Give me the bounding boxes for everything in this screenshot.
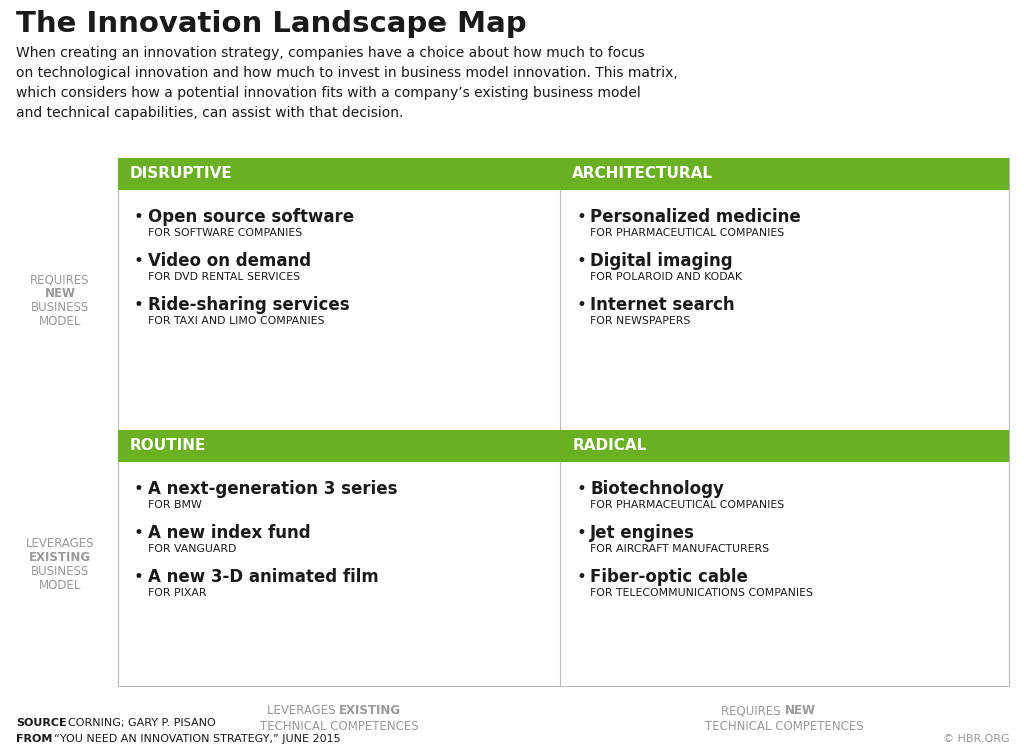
Text: •: • <box>577 296 586 314</box>
Text: Biotechnology: Biotechnology <box>590 480 724 498</box>
Bar <box>118 430 560 462</box>
Text: RADICAL: RADICAL <box>572 439 646 453</box>
Text: •: • <box>577 480 586 498</box>
Text: FOR AIRCRAFT MANUFACTURERS: FOR AIRCRAFT MANUFACTURERS <box>590 544 769 554</box>
Text: Open source software: Open source software <box>147 208 354 226</box>
Text: NEW: NEW <box>44 287 76 300</box>
Text: Video on demand: Video on demand <box>147 252 311 270</box>
Text: © HBR.ORG: © HBR.ORG <box>943 734 1010 744</box>
Text: SOURCE: SOURCE <box>16 718 67 728</box>
Text: EXISTING: EXISTING <box>339 704 401 717</box>
Text: Jet engines: Jet engines <box>590 524 695 542</box>
Text: BUSINESS: BUSINESS <box>31 301 89 314</box>
Text: •: • <box>577 208 586 226</box>
Text: •: • <box>134 568 143 586</box>
Text: REQUIRES: REQUIRES <box>31 273 90 286</box>
Text: MODEL: MODEL <box>39 579 81 592</box>
Text: LEVERAGES: LEVERAGES <box>26 537 94 550</box>
Text: LEVERAGES: LEVERAGES <box>266 704 339 717</box>
Text: CORNING; GARY P. PISANO: CORNING; GARY P. PISANO <box>68 718 216 728</box>
Text: •: • <box>134 252 143 270</box>
Text: TECHNICAL COMPETENCES: TECHNICAL COMPETENCES <box>260 720 418 733</box>
Text: FOR PHARMACEUTICAL COMPANIES: FOR PHARMACEUTICAL COMPANIES <box>590 500 784 510</box>
Text: REQUIRES: REQUIRES <box>721 704 784 717</box>
Text: Internet search: Internet search <box>590 296 735 314</box>
Text: A next-generation 3 series: A next-generation 3 series <box>147 480 397 498</box>
Text: •: • <box>577 524 586 542</box>
Text: Digital imaging: Digital imaging <box>590 252 733 270</box>
Text: EXISTING: EXISTING <box>29 551 91 564</box>
Text: The Innovation Landscape Map: The Innovation Landscape Map <box>16 10 526 38</box>
Text: NEW: NEW <box>784 704 815 717</box>
Text: ARCHITECTURAL: ARCHITECTURAL <box>572 167 713 182</box>
Text: •: • <box>134 524 143 542</box>
Text: ROUTINE: ROUTINE <box>130 439 206 453</box>
Bar <box>560 430 1009 462</box>
Text: FOR VANGUARD: FOR VANGUARD <box>147 544 237 554</box>
Text: Fiber-optic cable: Fiber-optic cable <box>590 568 748 586</box>
Text: DISRUPTIVE: DISRUPTIVE <box>130 167 232 182</box>
Text: Personalized medicine: Personalized medicine <box>590 208 801 226</box>
Text: •: • <box>134 208 143 226</box>
Text: FOR NEWSPAPERS: FOR NEWSPAPERS <box>590 316 690 326</box>
Text: FOR DVD RENTAL SERVICES: FOR DVD RENTAL SERVICES <box>147 272 300 282</box>
Bar <box>560 158 1009 190</box>
Text: A new index fund: A new index fund <box>147 524 310 542</box>
Text: “YOU NEED AN INNOVATION STRATEGY,” JUNE 2015: “YOU NEED AN INNOVATION STRATEGY,” JUNE … <box>54 734 341 744</box>
Text: •: • <box>134 296 143 314</box>
Text: •: • <box>134 480 143 498</box>
Text: FOR TELECOMMUNICATIONS COMPANIES: FOR TELECOMMUNICATIONS COMPANIES <box>590 588 813 598</box>
Text: FOR POLAROID AND KODAK: FOR POLAROID AND KODAK <box>590 272 742 282</box>
Text: FOR PHARMACEUTICAL COMPANIES: FOR PHARMACEUTICAL COMPANIES <box>590 228 784 238</box>
Bar <box>118 158 560 190</box>
Text: FOR SOFTWARE COMPANIES: FOR SOFTWARE COMPANIES <box>147 228 302 238</box>
Text: A new 3-D animated film: A new 3-D animated film <box>147 568 379 586</box>
Text: •: • <box>577 252 586 270</box>
Text: •: • <box>577 568 586 586</box>
Text: FOR TAXI AND LIMO COMPANIES: FOR TAXI AND LIMO COMPANIES <box>147 316 325 326</box>
Text: MODEL: MODEL <box>39 315 81 328</box>
Text: TECHNICAL COMPETENCES: TECHNICAL COMPETENCES <box>706 720 863 733</box>
Text: FROM: FROM <box>16 734 52 744</box>
Text: When creating an innovation strategy, companies have a choice about how much to : When creating an innovation strategy, co… <box>16 46 678 120</box>
Text: Ride-sharing services: Ride-sharing services <box>147 296 349 314</box>
Text: FOR PIXAR: FOR PIXAR <box>147 588 206 598</box>
Text: FOR BMW: FOR BMW <box>147 500 202 510</box>
Text: BUSINESS: BUSINESS <box>31 565 89 578</box>
